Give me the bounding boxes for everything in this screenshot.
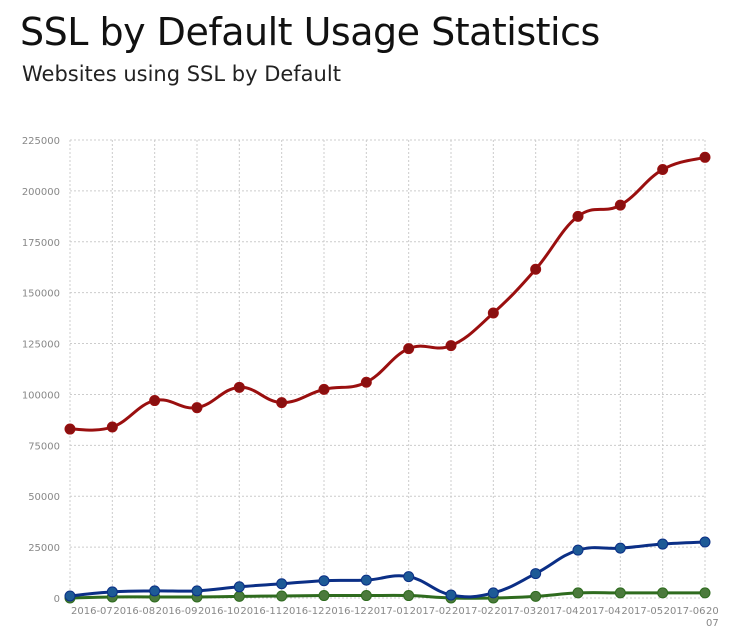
x-tick-label: 2016-11 <box>240 606 282 617</box>
y-tick-label: 150000 <box>22 289 60 300</box>
series-blue-point <box>657 538 669 550</box>
x-tick-label: 2016-12 <box>325 606 367 617</box>
series-blue-line <box>69 540 706 599</box>
x-tick-label: 2017-03 <box>494 606 536 617</box>
series-red-point <box>699 151 711 163</box>
series-red-point <box>276 397 288 409</box>
y-tick-label: 50000 <box>28 492 60 503</box>
x-tick-label: 2016-12 <box>283 606 325 617</box>
series-green-point <box>699 587 711 599</box>
series-red-point <box>445 340 457 352</box>
series-green-point <box>276 590 288 602</box>
x-tick-label: 2017-02 <box>452 606 494 617</box>
series-blue-point <box>445 589 457 601</box>
series-red-point <box>530 263 542 275</box>
x-tick-label: 2017-05 <box>621 606 663 617</box>
series-green-point <box>614 587 626 599</box>
x-tick-label: 2017-04 <box>537 606 579 617</box>
chart-title: SSL by Default Usage Statistics <box>20 10 600 54</box>
y-tick-label: 225000 <box>22 136 60 147</box>
x-tick-label: 2016-10 <box>198 606 240 617</box>
series-blue-point <box>699 536 711 548</box>
y-tick-label: 200000 <box>22 187 60 198</box>
y-tick-label: 100000 <box>22 390 60 401</box>
x-tick-label: 2017-02 <box>410 606 452 617</box>
series-blue-point <box>191 585 203 597</box>
series-green-line <box>69 591 705 600</box>
series-green-point <box>657 587 669 599</box>
x-tick-label: 2016-09 <box>156 606 198 617</box>
x-tick-label: 2016-08 <box>113 606 155 617</box>
y-tick-label: 175000 <box>22 238 60 249</box>
series-blue-point <box>487 587 499 599</box>
series-red-point <box>149 395 161 407</box>
series-red-point <box>403 343 415 355</box>
series-blue-point <box>64 590 76 602</box>
x-tick-label: 2017-06 <box>664 606 706 617</box>
series-blue-point <box>276 578 288 590</box>
y-tick-label: 75000 <box>28 441 60 452</box>
x-tick-label: 20 <box>706 606 719 617</box>
x-tick-label-wrap: 07 <box>706 618 719 629</box>
series-blue-point <box>572 544 584 556</box>
x-tick-label: 2017-01 <box>367 606 409 617</box>
series-blue-point <box>106 586 118 598</box>
series-red-point <box>614 199 626 211</box>
series-green-point <box>233 590 245 602</box>
series-blue-point <box>149 585 161 597</box>
series-red-point <box>106 421 118 433</box>
series-red-line <box>69 155 706 432</box>
series-red-point <box>233 381 245 393</box>
x-tick-label: 2016-07 <box>71 606 113 617</box>
series-red-point <box>318 383 330 395</box>
series-red-point <box>360 376 372 388</box>
series-red-point <box>572 210 584 222</box>
series-green-point <box>403 590 415 602</box>
series-blue-point <box>530 568 542 580</box>
series-green-point <box>318 590 330 602</box>
series-green-point <box>572 587 584 599</box>
series-red-point <box>191 402 203 414</box>
series-blue-point <box>614 542 626 554</box>
series-blue-point <box>318 575 330 587</box>
series-blue-point <box>360 574 372 586</box>
y-tick-label: 0 <box>54 594 60 605</box>
y-tick-label: 125000 <box>22 340 60 351</box>
series-red-point <box>487 307 499 319</box>
series-blue-point <box>403 571 415 583</box>
y-tick-label: 25000 <box>28 543 60 554</box>
series-green-point <box>530 590 542 602</box>
series-blue-point <box>233 581 245 593</box>
chart-subtitle: Websites using SSL by Default <box>22 62 341 86</box>
series-red-point <box>657 164 669 176</box>
x-tick-label: 2017-04 <box>579 606 621 617</box>
series-red-point <box>64 423 76 435</box>
series-green-point <box>360 590 372 602</box>
